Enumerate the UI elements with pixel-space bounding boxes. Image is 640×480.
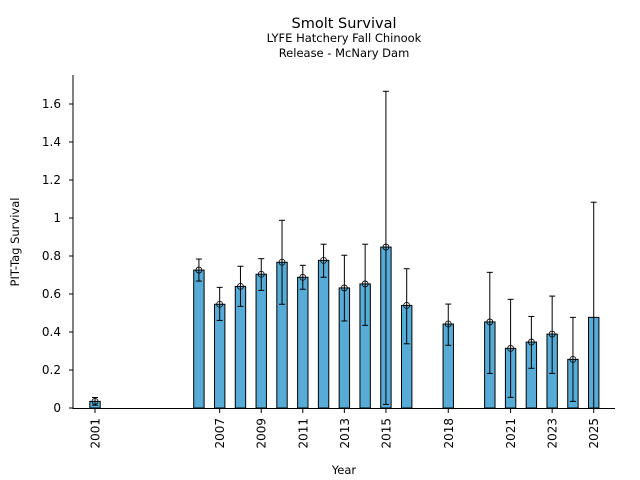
point-marker-2012 [320,256,327,264]
point-marker-2024 [569,355,577,363]
x-tick-label: 2015 [379,418,393,449]
y-tick-label: 1.2 [42,173,61,187]
error-bars-group [91,90,597,408]
y-tick-label: 1 [53,211,61,225]
x-tick-label: 2025 [587,418,601,449]
point-marker-2007 [216,300,224,308]
y-tick-label: 0 [53,401,61,415]
bar-2012 [317,259,330,409]
y-tick-label: 0.4 [42,325,61,339]
point-marker-2018 [444,320,452,328]
point-marker-2011 [299,273,307,281]
point-marker-2009 [257,270,265,278]
y-tick-label: 0.8 [42,249,61,263]
bar-2009 [255,273,267,409]
y-tick-label: 1.4 [42,135,61,149]
chart-title: Smolt Survival [292,16,397,32]
point-marker-2021 [507,344,515,352]
x-tick-label: 2009 [255,418,269,449]
x-tick-label: 2007 [213,418,227,449]
x-tick-label: 2013 [338,418,352,449]
point-marker-2014 [361,280,369,288]
x-tick-label: 2001 [89,418,103,449]
y-tick-label: 0.6 [42,287,61,301]
chart-subtitle-line-1: LYFE Hatchery Fall Chinook [267,31,422,45]
x-tick-label: 2023 [546,418,560,449]
bar-2011 [297,276,309,409]
x-tick-label: 2021 [504,418,518,449]
point-marker-2022 [527,338,535,346]
point-marker-2016 [403,301,411,309]
point-marker-2006 [195,266,203,274]
x-axis-label: Year [331,463,357,477]
point-marker-2020 [486,318,494,326]
y-tick-label: 0.2 [42,363,61,377]
point-marker-2015 [382,243,390,251]
point-marker-2023 [548,330,556,338]
point-marker-2010 [278,258,286,266]
y-tick-label: 1.6 [42,97,61,111]
point-marker-2001 [91,397,99,405]
y-ticks-group: 0 0.2 0.4 0.6 0.8 1 1.2 1.4 1.6 [42,97,73,415]
bar-2006 [193,269,205,409]
point-marker-2013 [340,284,348,292]
y-axis-label: PIT-Tag Survival [8,198,22,287]
x-tick-label: 2011 [296,418,310,449]
chart-subtitle-line-2: Release - McNary Dam [279,46,410,60]
point-marker-2008 [237,282,244,290]
x-tick-label: 2018 [442,418,456,449]
x-ticks-group: 2001 2007 2009 2011 2013 2015 2018 2021 2023 2025 [89,408,601,449]
